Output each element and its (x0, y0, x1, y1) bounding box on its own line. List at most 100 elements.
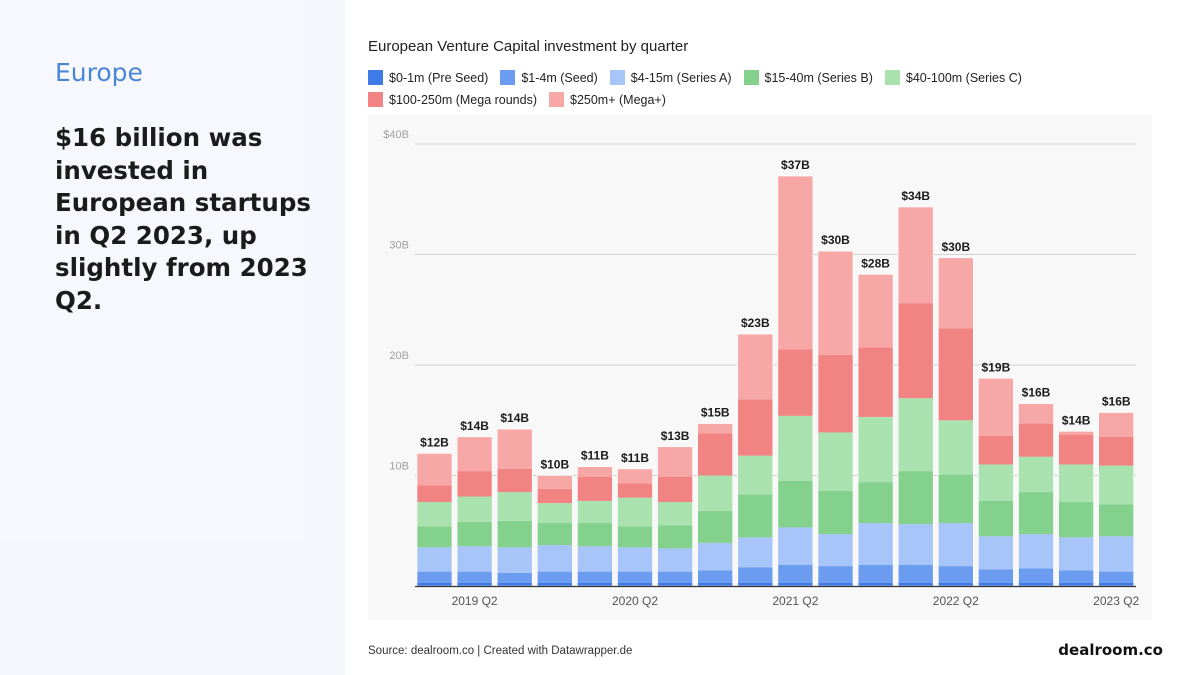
bar-segment (1058, 434, 1094, 465)
bar-segment (577, 523, 613, 547)
bar-total-label: $30B (821, 233, 850, 247)
bar-segment (818, 355, 853, 433)
bar-segment (818, 534, 853, 567)
bar-segment (938, 420, 974, 475)
bar-segment (1018, 492, 1054, 535)
summary-panel: Europe $16 billion was invested in Europ… (0, 0, 345, 675)
bar-segment (617, 497, 653, 527)
bar-segment (617, 526, 653, 548)
bar-segment (657, 446, 693, 477)
bar-segment (1018, 423, 1054, 457)
bar-segment (737, 582, 773, 586)
bar-segment (657, 502, 693, 526)
bar-segment (1058, 570, 1094, 583)
legend-item: $4-15m (Series A) (609, 69, 732, 86)
bar-segment (858, 582, 894, 586)
bar-segment (898, 524, 934, 566)
bar-segment (858, 565, 894, 583)
bar-segment (537, 503, 573, 524)
bar-segment (737, 455, 773, 495)
bar-segment (1018, 568, 1054, 583)
bar-segment (457, 582, 493, 586)
bar-segment (938, 566, 974, 583)
bar-segment (697, 423, 733, 434)
y-tick-label: 10B (389, 461, 409, 473)
bar-segment (537, 582, 573, 586)
bar-segment (978, 378, 1014, 436)
bar-segment (537, 571, 573, 583)
source-note: Source: dealroom.co | Created with Dataw… (368, 645, 633, 657)
bar-segment (777, 527, 813, 566)
legend-swatch (743, 70, 759, 85)
bar-segment (457, 546, 493, 572)
legend-label: $0-1m (Pre Seed) (389, 70, 489, 85)
bar-segment (697, 510, 733, 543)
bar-total-label: $12B (420, 435, 449, 449)
x-tick-label: 2022 Q2 (933, 594, 979, 608)
bar-segment (417, 502, 452, 527)
y-tick-label: $40B (383, 129, 409, 141)
bar-total-label: $14B (1062, 413, 1091, 427)
bar-segment (617, 571, 653, 583)
bar-total-label: $37B (781, 158, 810, 172)
legend-item: $0-1m (Pre Seed) (368, 69, 488, 86)
bar-segment (777, 415, 813, 482)
bar-total-label: $14B (460, 419, 489, 433)
bar-segment (978, 582, 1014, 586)
bar-segment (978, 435, 1014, 465)
legend-label: $40-100m (Series C) (905, 70, 1022, 85)
chart-title: European Venture Capital investment by q… (368, 38, 689, 55)
legend-swatch (368, 92, 383, 107)
bar-segment (497, 520, 533, 548)
bar-segment (1098, 504, 1134, 537)
legend-item: $1-4m (Seed) (500, 69, 598, 86)
bar-segment (938, 474, 974, 524)
bar-segment (978, 500, 1014, 537)
legend-label: $15-40m (Series B) (764, 70, 873, 85)
bar-segment (1018, 534, 1054, 569)
bar-segment (737, 567, 773, 583)
legend-label: $4-15m (Series A) (630, 70, 732, 85)
legend-item: $250m+ (Mega+) (549, 91, 666, 108)
legend-swatch (368, 70, 383, 85)
bar-segment (417, 547, 452, 572)
bar-segment (657, 571, 693, 583)
bar-segment (657, 476, 693, 503)
legend-swatch (500, 70, 516, 85)
legend-label: $1-4m (Seed) (521, 70, 598, 85)
bar-total-label: $11B (581, 449, 609, 463)
bar-segment (417, 485, 452, 503)
bar-segment (617, 582, 653, 586)
legend-swatch (549, 92, 564, 107)
brand-logo: dealroom.co (1058, 641, 1163, 659)
bar-segment (457, 436, 493, 472)
bar-segment (617, 483, 653, 498)
y-tick-label: 20B (389, 350, 409, 362)
bar-segment (737, 334, 773, 400)
bar-segment (898, 471, 934, 525)
bar-segment (898, 206, 934, 304)
bar-segment (1018, 403, 1054, 424)
bar-segment (1098, 536, 1134, 572)
bar-segment (417, 526, 452, 548)
bar-total-label: $15B (701, 406, 730, 420)
bar-segment (938, 328, 974, 421)
bar-total-label: $14B (500, 411, 529, 425)
bar-segment (537, 488, 573, 504)
bar-segment (1098, 582, 1134, 586)
bar-segment (938, 523, 974, 567)
bar-segment (777, 176, 813, 350)
bar-segment (697, 475, 733, 511)
bar-segment (1058, 431, 1094, 435)
bar-segment (697, 433, 733, 476)
bar-segment (1058, 582, 1094, 586)
x-tick-label: 2019 Q2 (452, 594, 498, 608)
bar-segment (898, 398, 934, 472)
bar-segment (577, 500, 613, 524)
bar-segment (818, 251, 853, 356)
bar-segment (777, 481, 813, 528)
legend-swatch (884, 70, 900, 85)
x-tick-label: 2021 Q2 (772, 594, 818, 608)
bar-segment (457, 521, 493, 547)
bar-segment (577, 546, 613, 572)
